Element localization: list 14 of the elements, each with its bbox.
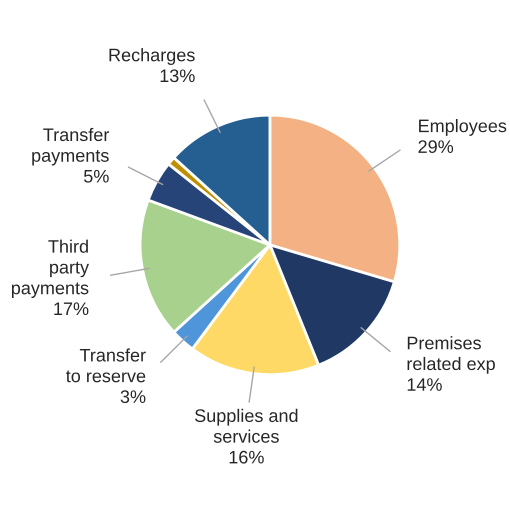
data-label: 17% [54,302,88,316]
data-label: 13% [160,69,195,82]
slice-label: Employees [419,119,506,136]
slice-label: Premises related exp [408,336,495,374]
slice-label: Transfer payments [32,128,110,166]
data-label: 5% [84,170,109,183]
data-label: 3% [120,390,146,404]
data-label: 16% [230,450,264,464]
slice-label: Supplies and services [194,408,298,443]
slice-label: Transfer to reserve [66,348,146,382]
slice-label: Third party payments [12,240,90,298]
data-label: 29% [418,140,454,154]
slice-label: Recharges [110,48,195,65]
data-label: 14% [408,378,442,391]
